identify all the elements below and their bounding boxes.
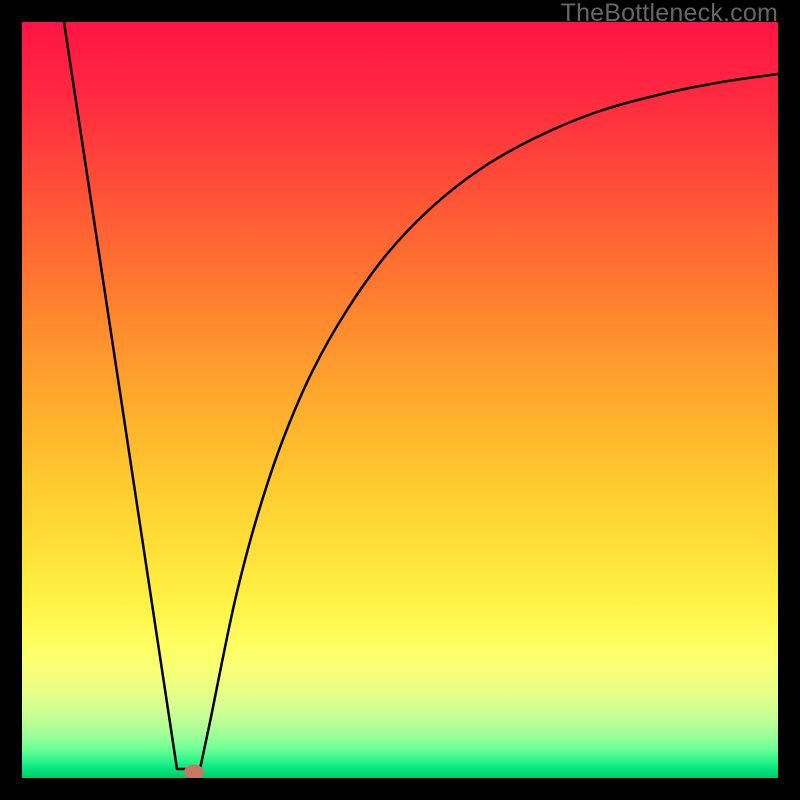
gradient-chart-svg: [22, 22, 778, 778]
plot-area: [22, 22, 778, 778]
chart-frame: TheBottleneck.com: [0, 0, 800, 800]
gradient-background: [22, 22, 778, 778]
watermark-text: TheBottleneck.com: [561, 0, 778, 28]
